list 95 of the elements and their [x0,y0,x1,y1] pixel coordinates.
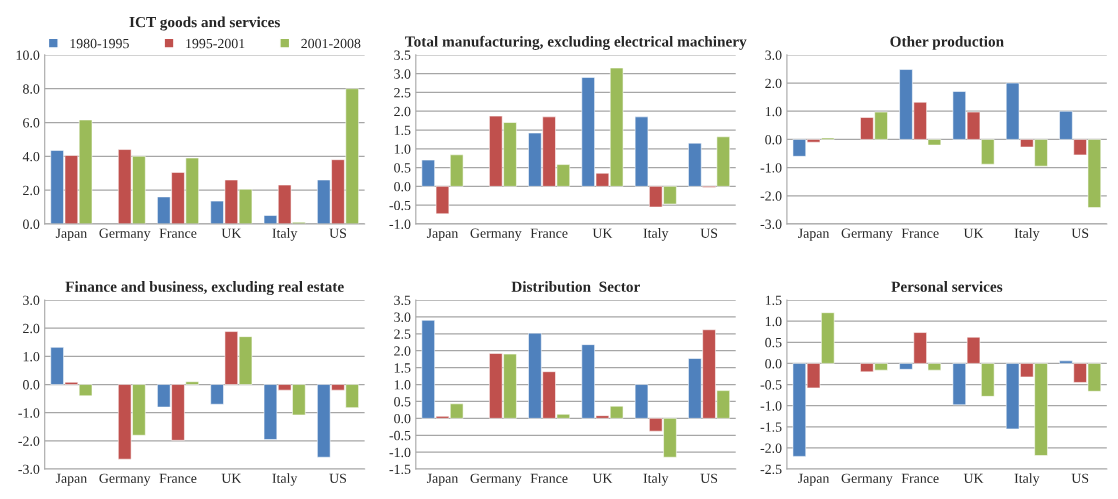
x-tick-label: Japan [426,473,459,486]
x-tick-label: France [530,228,568,238]
x-tick-label: Germany [841,228,893,241]
y-tick-label: 0.0 [394,181,411,192]
x-tick-label: Italy [1014,228,1040,241]
y-tick-label: 3.0 [23,295,40,306]
y-tick-label: -1.0 [760,401,782,411]
y-tick-label: 8.0 [23,84,40,94]
legend-label: 2001-2008 [301,38,361,49]
y-tick-label: 3.0 [394,69,411,79]
x-tick-label: Italy [1014,473,1040,486]
x-tick-label: Japan [55,228,87,241]
chart-title: Finance and business, excluding real estate [65,281,344,296]
x-tick-label: US [1071,473,1089,483]
x-tick-label: Germany [99,473,151,486]
y-tick-label: 1.5 [394,363,411,373]
y-tick-label: 3.5 [394,295,411,306]
y-tick-label: 0.5 [394,163,411,173]
x-tick-label: Italy [643,473,669,486]
x-tick-label: Italy [272,473,298,486]
x-tick-label: Germany [470,228,522,241]
legend-label: 1995-2001 [186,38,245,49]
chart-title: ICT goods and services [129,16,280,31]
y-tick-label: -3.0 [18,464,40,475]
y-tick-label: -2.5 [760,464,782,475]
x-tick-label: France [901,228,939,238]
y-tick-label: 1.5 [765,295,782,306]
y-tick-label: 0.0 [23,380,40,390]
x-tick-label: UK [963,228,984,238]
y-tick-label: 2.0 [394,106,411,117]
y-tick-label: 2.0 [765,78,782,89]
y-tick-label: 4.0 [22,151,40,162]
y-tick-label: -0.5 [389,200,411,211]
y-tick-label: 2.5 [394,329,411,339]
y-tick-label: -1.0 [760,163,782,173]
chart-title: Distribution Sector [511,281,640,292]
y-tick-label: 0.5 [765,337,782,348]
y-tick-label: 6.0 [23,118,40,128]
x-tick-label: US [1071,228,1089,238]
y-tick-label: 2.0 [394,346,411,356]
y-tick-label: -1.5 [389,464,411,475]
x-tick-label: Germany [470,473,522,486]
y-tick-label: 10.0 [16,50,40,60]
y-tick-label: 0.0 [765,358,782,369]
x-tick-label: UK [221,473,242,483]
x-tick-label: Japan [426,228,459,241]
y-tick-label: 0.0 [23,219,40,229]
chart-title: Personal services [891,281,1003,292]
x-tick-label: UK [963,473,984,483]
y-tick-label: 3.0 [394,312,411,322]
y-tick-label: -2.0 [760,443,782,453]
y-tick-label: 2.5 [394,88,411,98]
x-tick-label: Japan [55,473,87,486]
legend-label: 1980-1995 [70,38,129,49]
x-tick-label: Germany [99,228,151,241]
x-tick-label: UK [592,473,613,483]
x-tick-label: France [159,473,197,483]
y-tick-label: 1.0 [23,351,40,362]
y-tick-label: -2.0 [760,191,782,201]
y-tick-label: -0.5 [760,380,782,390]
x-tick-label: France [530,473,568,483]
x-tick-label: France [159,228,197,238]
chart-title: Total manufacturing, excluding electrical machinery [405,35,747,50]
x-tick-label: US [700,473,718,483]
x-tick-label: Italy [643,228,669,241]
y-tick-label: 3.5 [394,50,411,60]
y-tick-label: 1.0 [394,144,411,154]
y-tick-label: 0.0 [394,413,411,424]
y-tick-label: -1.0 [389,447,411,458]
x-tick-label: Germany [841,473,893,486]
y-tick-label: 1.0 [765,106,782,117]
y-tick-label: 3.0 [765,50,782,60]
x-tick-label: US [329,473,346,483]
y-tick-label: 2.0 [23,323,40,334]
x-tick-label: Italy [272,228,298,241]
x-tick-label: France [901,473,939,483]
x-tick-label: US [700,228,718,238]
y-tick-label: 1.0 [765,316,782,327]
y-tick-label: 2.0 [23,185,40,196]
y-tick-label: 1.5 [394,125,411,136]
x-tick-label: US [329,228,346,238]
y-tick-label: -3.0 [760,219,782,229]
y-tick-label: 0.5 [394,397,411,407]
y-tick-label: 0.0 [765,135,782,145]
y-tick-label: -1.0 [18,408,40,418]
x-tick-label: UK [221,228,242,238]
y-tick-label: -2.0 [18,436,40,446]
x-tick-label: Japan [798,228,830,241]
y-tick-label: -1.0 [389,219,411,229]
chart-title: Other production [890,35,1004,50]
x-tick-label: Japan [798,473,830,486]
x-tick-label: UK [592,228,613,238]
y-tick-label: -0.5 [389,430,411,441]
y-tick-label: -1.5 [760,422,782,432]
y-tick-label: 1.0 [394,380,411,390]
